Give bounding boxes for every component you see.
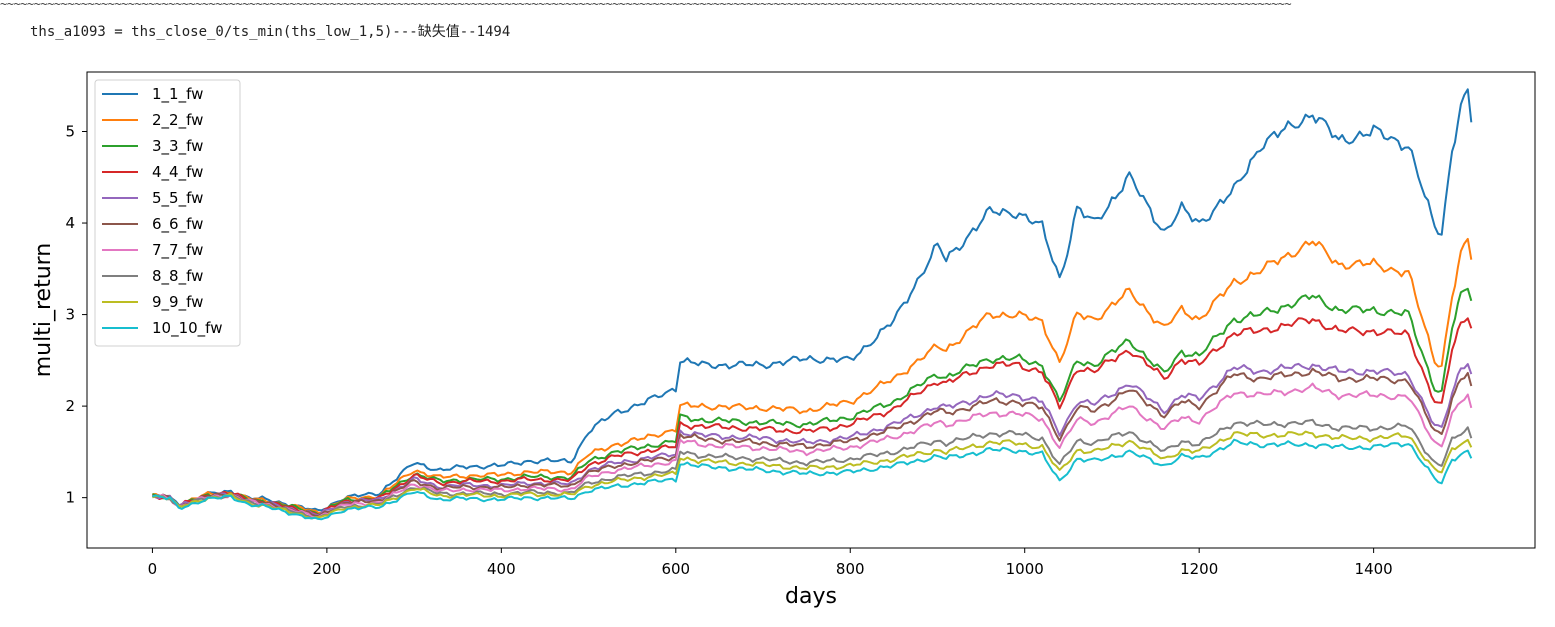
legend-label-5_5_fw: 5_5_fw [152,189,203,208]
series-line-5_5_fw [152,362,1473,517]
legend-label-10_10_fw: 10_10_fw [152,319,222,338]
top-separator-rule: ~~~~~~~~~~~~~~~~~~~~~~~~~~~~~~~~~~~~~~~~… [0,0,1292,10]
series-line-3_3_fw [152,287,1473,516]
legend-label-1_1_fw: 1_1_fw [152,85,203,104]
series-line-2_2_fw [152,237,1473,514]
x-tick-label: 200 [313,560,342,578]
series-line-4_4_fw [151,317,1473,516]
x-tick-label: 1400 [1355,560,1393,578]
x-axis-title: days [785,584,837,609]
y-tick-label: 1 [65,489,75,507]
x-tick-label: 1200 [1180,560,1218,578]
series-layer [151,88,1473,521]
legend-label-3_3_fw: 3_3_fw [152,137,203,156]
y-tick-label: 5 [65,123,75,141]
y-axis-title: multi_return [31,243,56,378]
output-text-line: ths_a1093 = ths_close_0/ts_min(ths_low_1… [30,24,511,40]
legend-label-8_8_fw: 8_8_fw [152,267,203,286]
legend: 1_1_fw 2_2_fw 3_3_fw 4_4_fw 5_5_fw 6_6_fw 7_7_… [94,79,241,347]
legend-label-4_4_fw: 4_4_fw [152,163,203,182]
y-tick-label: 3 [65,306,75,324]
series-line-10_10_fw [152,438,1473,521]
legend-label-7_7_fw: 7_7_fw [152,241,203,260]
legend-label-2_2_fw: 2_2_fw [152,111,203,130]
series-line-1_1_fw [152,88,1473,512]
y-axis: 1 2 3 4 5 [65,123,87,507]
legend-label-6_6_fw: 6_6_fw [152,215,203,234]
x-tick-label: 0 [148,560,158,578]
series-line-9_9_fw [152,430,1473,520]
x-tick-label: 400 [487,560,516,578]
y-tick-label: 2 [65,397,75,415]
x-tick-label: 800 [836,560,865,578]
plot-area-frame [86,71,1536,549]
x-tick-label: 600 [661,560,690,578]
series-line-6_6_fw [152,367,1473,518]
x-tick-label: 1000 [1006,560,1044,578]
x-axis: 0 200 400 600 800 1000 1200 1400 [148,548,1393,578]
y-tick-label: 4 [65,214,75,232]
legend-label-9_9_fw: 9_9_fw [152,293,203,312]
